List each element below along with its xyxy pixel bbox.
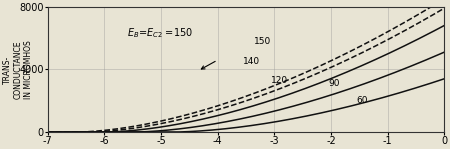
Text: 120: 120 [271, 76, 288, 85]
Y-axis label: TRANS-
CONDUCTANCE
IN MICROMHOS: TRANS- CONDUCTANCE IN MICROMHOS [3, 40, 32, 99]
Text: $E_B$=$E_{C2}$ =150: $E_B$=$E_{C2}$ =150 [127, 27, 193, 40]
Text: 90: 90 [328, 79, 340, 88]
Text: 140: 140 [243, 57, 260, 66]
Text: 150: 150 [254, 37, 272, 46]
Text: 60: 60 [356, 96, 368, 105]
